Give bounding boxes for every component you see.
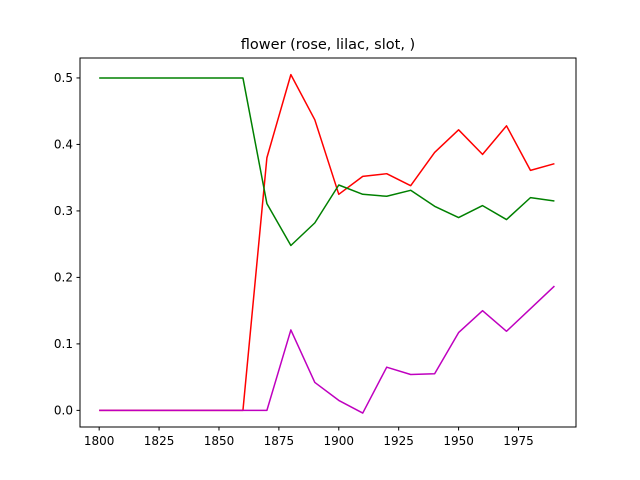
x-tick-label: 1925 — [383, 434, 414, 448]
x-tick-label: 1900 — [324, 434, 355, 448]
y-tick-label: 0.3 — [54, 204, 73, 218]
y-tick-label: 0.5 — [54, 71, 73, 85]
plot-frame — [79, 57, 577, 428]
x-tick-label: 1875 — [264, 434, 295, 448]
series-layer — [99, 73, 555, 414]
axes-layer: 1800 1825 1850 1875 1900 1925 1950 1975 0.0 0.1 0.… — [54, 71, 534, 448]
series-line-2 — [99, 77, 555, 247]
series-line-3 — [99, 285, 555, 414]
x-tick-label: 1975 — [503, 434, 534, 448]
chart-title: flower (rose, lilac, slot, ) — [241, 37, 415, 53]
y-tick-label: 0.4 — [54, 137, 73, 151]
x-tick-label: 1825 — [144, 434, 175, 448]
series-line-1 — [99, 73, 555, 412]
x-tick-label: 1800 — [84, 434, 115, 448]
y-tick-label: 0.1 — [54, 337, 73, 351]
y-tick-label: 0.0 — [54, 403, 73, 417]
x-tick-label: 1950 — [443, 434, 474, 448]
x-tick-label: 1850 — [204, 434, 235, 448]
y-tick-label: 0.2 — [54, 270, 73, 284]
